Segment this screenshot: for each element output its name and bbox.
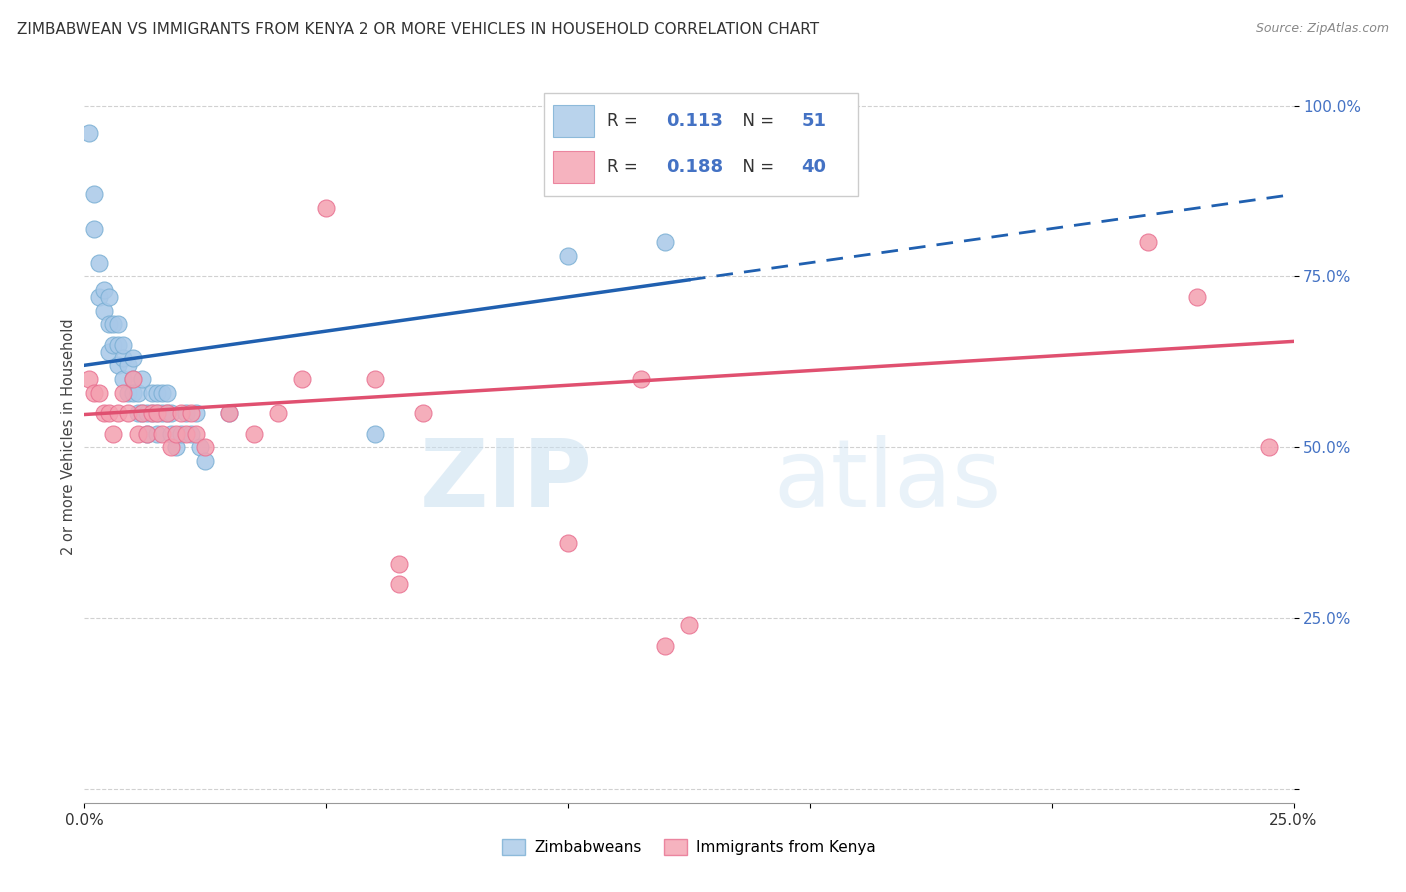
- Point: [127, 406, 149, 420]
- Point: [194, 440, 217, 454]
- Point: [160, 426, 183, 441]
- Point: [654, 235, 676, 250]
- Point: [97, 290, 120, 304]
- Point: [150, 406, 173, 420]
- Point: [155, 406, 177, 420]
- Point: [146, 406, 169, 420]
- Point: [150, 385, 173, 400]
- Text: Source: ZipAtlas.com: Source: ZipAtlas.com: [1256, 22, 1389, 36]
- Point: [155, 385, 177, 400]
- Point: [141, 406, 163, 420]
- Point: [131, 372, 153, 386]
- Point: [190, 440, 212, 454]
- Point: [93, 406, 115, 420]
- Point: [363, 372, 385, 386]
- Point: [97, 318, 120, 332]
- Point: [83, 187, 105, 202]
- Point: [267, 406, 290, 420]
- Point: [160, 406, 183, 420]
- Point: [388, 557, 411, 571]
- Point: [180, 406, 202, 420]
- Point: [136, 426, 159, 441]
- Point: [1185, 290, 1208, 304]
- Text: ZIP: ZIP: [419, 435, 592, 527]
- Point: [136, 406, 159, 420]
- Point: [180, 426, 202, 441]
- Point: [93, 283, 115, 297]
- Point: [87, 290, 110, 304]
- Point: [136, 426, 159, 441]
- Point: [103, 338, 125, 352]
- Text: atlas: atlas: [773, 435, 1002, 527]
- Y-axis label: 2 or more Vehicles in Household: 2 or more Vehicles in Household: [60, 318, 76, 556]
- Point: [654, 639, 676, 653]
- Point: [121, 372, 143, 386]
- Point: [117, 406, 139, 420]
- Point: [184, 406, 207, 420]
- Point: [121, 372, 143, 386]
- Point: [117, 385, 139, 400]
- Point: [165, 440, 187, 454]
- Point: [77, 372, 100, 386]
- Point: [291, 372, 314, 386]
- Point: [1258, 440, 1281, 454]
- Point: [112, 351, 135, 366]
- Point: [155, 406, 177, 420]
- Point: [678, 618, 700, 632]
- Point: [117, 359, 139, 373]
- Text: ZIMBABWEAN VS IMMIGRANTS FROM KENYA 2 OR MORE VEHICLES IN HOUSEHOLD CORRELATION : ZIMBABWEAN VS IMMIGRANTS FROM KENYA 2 OR…: [17, 22, 820, 37]
- Point: [97, 406, 120, 420]
- Point: [146, 426, 169, 441]
- Point: [112, 338, 135, 352]
- Point: [194, 454, 217, 468]
- Legend: Zimbabweans, Immigrants from Kenya: Zimbabweans, Immigrants from Kenya: [496, 833, 882, 861]
- Point: [363, 426, 385, 441]
- Point: [83, 385, 105, 400]
- Point: [557, 536, 579, 550]
- Point: [83, 221, 105, 235]
- Point: [174, 426, 197, 441]
- Point: [388, 577, 411, 591]
- Point: [170, 406, 193, 420]
- Point: [630, 372, 652, 386]
- Point: [112, 385, 135, 400]
- Point: [107, 318, 129, 332]
- Point: [141, 406, 163, 420]
- Point: [121, 385, 143, 400]
- Point: [174, 406, 197, 420]
- Point: [170, 426, 193, 441]
- Point: [87, 256, 110, 270]
- Point: [103, 318, 125, 332]
- Point: [127, 385, 149, 400]
- Point: [242, 426, 264, 441]
- Point: [557, 249, 579, 263]
- Point: [131, 406, 153, 420]
- Point: [315, 201, 337, 215]
- Point: [77, 126, 100, 140]
- Point: [87, 385, 110, 400]
- Point: [127, 426, 149, 441]
- Point: [107, 406, 129, 420]
- Point: [103, 426, 125, 441]
- Point: [218, 406, 240, 420]
- Point: [93, 303, 115, 318]
- Point: [141, 385, 163, 400]
- Point: [184, 426, 207, 441]
- Point: [146, 406, 169, 420]
- Point: [97, 344, 120, 359]
- Point: [146, 385, 169, 400]
- Point: [218, 406, 240, 420]
- Point: [165, 426, 187, 441]
- Point: [107, 359, 129, 373]
- Point: [121, 351, 143, 366]
- Point: [112, 372, 135, 386]
- Point: [1137, 235, 1160, 250]
- Point: [131, 406, 153, 420]
- Point: [107, 338, 129, 352]
- Point: [412, 406, 434, 420]
- Point: [150, 426, 173, 441]
- Point: [160, 440, 183, 454]
